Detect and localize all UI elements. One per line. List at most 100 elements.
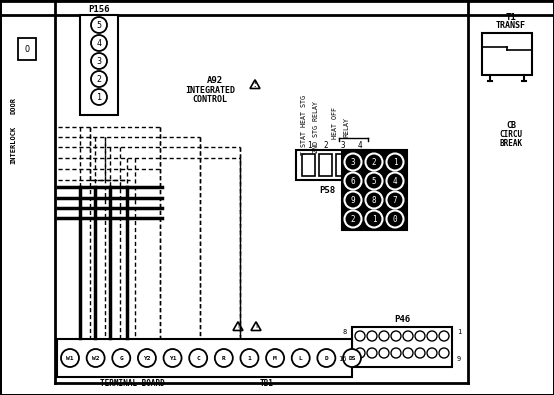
Bar [352,327,452,367]
Text: D: D [325,356,328,361]
Circle shape [379,348,389,358]
Bar [319,154,332,176]
Circle shape [387,154,403,171]
Circle shape [391,331,401,341]
Text: INTEGRATED: INTEGRATED [185,85,235,94]
Text: T-STAT HEAT STG: T-STAT HEAT STG [301,95,307,155]
Text: 7: 7 [393,196,397,205]
Text: M: M [273,356,277,361]
Text: 1: 1 [248,356,252,361]
Text: 8: 8 [372,196,376,205]
Circle shape [345,173,362,190]
Circle shape [366,173,382,190]
Circle shape [415,331,425,341]
Bar [336,154,349,176]
Bar [296,150,368,180]
Circle shape [345,154,362,171]
Circle shape [292,349,310,367]
Bar [18,38,36,60]
Circle shape [345,192,362,209]
Text: 5: 5 [96,21,101,30]
Bar [80,15,118,115]
Text: 9: 9 [457,356,461,362]
Circle shape [379,331,389,341]
Text: 9: 9 [351,196,355,205]
Text: 3: 3 [341,141,345,149]
Circle shape [366,192,382,209]
Circle shape [91,17,107,33]
Circle shape [343,349,361,367]
Text: 2: 2 [96,75,101,83]
Circle shape [355,331,365,341]
Text: 1: 1 [372,214,376,224]
Text: P156: P156 [88,4,110,13]
Bar [342,150,407,230]
Text: BREAK: BREAK [500,139,522,147]
Text: !: ! [254,323,258,329]
Text: C: C [196,356,200,361]
Text: O: O [24,45,29,53]
Circle shape [112,349,130,367]
Circle shape [91,89,107,105]
Circle shape [91,53,107,69]
Text: DS: DS [348,356,356,361]
Circle shape [387,192,403,209]
Text: Y1: Y1 [169,356,176,361]
Text: RELAY: RELAY [343,117,349,137]
Text: 2: 2 [351,214,355,224]
Text: 2: 2 [324,141,329,149]
Text: INTERLOCK: INTERLOCK [10,126,16,164]
Circle shape [61,349,79,367]
Text: L: L [299,356,302,361]
Bar [57,339,352,377]
Text: CIRCU: CIRCU [500,130,522,139]
Text: 5: 5 [372,177,376,186]
Text: 1: 1 [457,329,461,335]
Text: Y2: Y2 [143,356,151,361]
Circle shape [86,349,105,367]
Text: 6: 6 [351,177,355,186]
Circle shape [189,349,207,367]
Circle shape [403,348,413,358]
Text: 2ND STG RELAY: 2ND STG RELAY [313,101,319,153]
Circle shape [266,349,284,367]
Bar [353,154,366,176]
Text: HEAT OFF: HEAT OFF [332,107,338,139]
Text: 2: 2 [372,158,376,167]
Text: 3: 3 [351,158,355,167]
Circle shape [439,331,449,341]
Text: 3: 3 [96,56,101,66]
Circle shape [427,331,437,341]
Circle shape [317,349,335,367]
Text: 4: 4 [358,141,362,149]
Text: 1: 1 [393,158,397,167]
Bar [482,33,532,75]
Text: TB1: TB1 [260,380,274,389]
Text: 0: 0 [393,214,397,224]
Circle shape [163,349,182,367]
Circle shape [215,349,233,367]
Circle shape [240,349,259,367]
Text: G: G [120,356,123,361]
Circle shape [345,211,362,228]
Circle shape [355,348,365,358]
Circle shape [367,348,377,358]
Text: 1: 1 [96,92,101,102]
Text: TRANSF: TRANSF [496,21,526,30]
Circle shape [91,71,107,87]
Text: P46: P46 [394,316,410,325]
Text: P58: P58 [319,186,335,194]
Text: A92: A92 [207,75,223,85]
Circle shape [387,211,403,228]
Text: 1: 1 [307,141,311,149]
Text: W1: W1 [66,356,74,361]
Circle shape [391,348,401,358]
Text: W2: W2 [92,356,99,361]
Text: TERMINAL BOARD: TERMINAL BOARD [100,380,165,389]
Text: 8: 8 [343,329,347,335]
Circle shape [439,348,449,358]
Text: !: ! [253,79,257,88]
Text: R: R [222,356,225,361]
Text: DOOR: DOOR [10,96,16,113]
Text: CONTROL: CONTROL [192,94,228,103]
